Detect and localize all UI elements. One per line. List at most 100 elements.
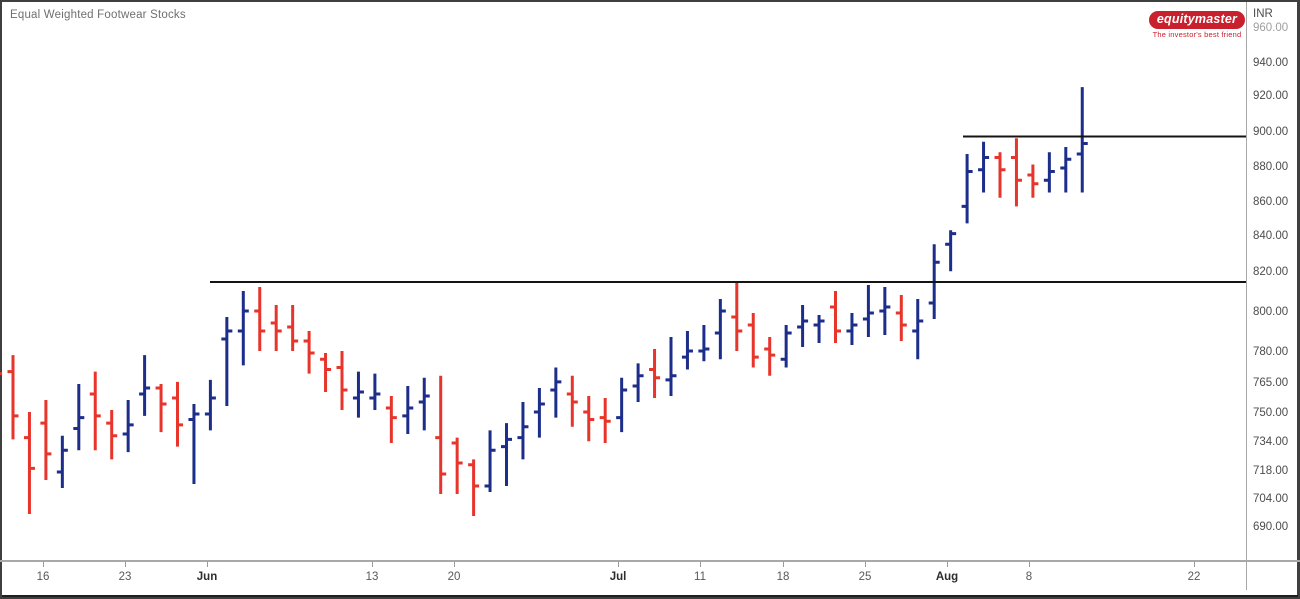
- ohlc-bar[interactable]: [731, 283, 743, 351]
- ohlc-bar[interactable]: [501, 423, 512, 486]
- ohlc-bar[interactable]: [616, 377, 628, 433]
- date-tick-label: 11: [694, 571, 706, 583]
- ohlc-bar[interactable]: [780, 325, 792, 368]
- price-tick-label: 734.00: [1253, 436, 1289, 448]
- ohlc-bar[interactable]: [254, 287, 266, 351]
- date-tick-mark: [43, 562, 44, 567]
- ohlc-bar[interactable]: [1027, 164, 1039, 198]
- date-tick-mark: [700, 562, 701, 567]
- ohlc-bar[interactable]: [418, 377, 430, 431]
- ohlc-bar[interactable]: [287, 305, 299, 351]
- date-tick-label: 16: [36, 571, 50, 583]
- ohlc-bar[interactable]: [155, 384, 167, 433]
- ohlc-bar[interactable]: [1010, 138, 1022, 207]
- ohlc-bar[interactable]: [7, 355, 19, 440]
- ohlc-bar[interactable]: [830, 291, 841, 343]
- ohlc-bar[interactable]: [56, 435, 68, 488]
- ohlc-bar[interactable]: [188, 404, 200, 484]
- ohlc-bar[interactable]: [797, 305, 809, 347]
- ohlc-bar[interactable]: [583, 396, 595, 442]
- ohlc-bar[interactable]: [649, 349, 661, 398]
- ohlc-bar[interactable]: [533, 388, 545, 438]
- ohlc-bar[interactable]: [1060, 147, 1072, 193]
- price-chart[interactable]: [0, 0, 1248, 562]
- ohlc-bar[interactable]: [698, 325, 710, 362]
- ohlc-bar[interactable]: [435, 375, 447, 494]
- price-tick-label: 704.00: [1253, 493, 1289, 505]
- ohlc-bar[interactable]: [40, 400, 52, 480]
- x-axis-line: [0, 560, 1300, 562]
- ohlc-bar[interactable]: [517, 402, 529, 460]
- ohlc-bar[interactable]: [139, 355, 151, 416]
- ohlc-bar[interactable]: [994, 152, 1006, 198]
- ohlc-bar[interactable]: [846, 313, 858, 345]
- price-tick-label: 920.00: [1253, 90, 1289, 102]
- ohlc-bar[interactable]: [303, 331, 315, 374]
- ohlc-bar[interactable]: [978, 141, 990, 193]
- ohlc-bar[interactable]: [665, 337, 677, 396]
- price-tick-label: 880.00: [1253, 161, 1289, 173]
- ohlc-bar[interactable]: [122, 400, 134, 453]
- date-tick-label: 25: [858, 571, 872, 583]
- price-tick-label: 940.00: [1253, 57, 1289, 69]
- date-tick-mark: [1029, 562, 1030, 567]
- ohlc-bar[interactable]: [23, 412, 35, 514]
- price-tick-label: 960.00: [1253, 22, 1289, 34]
- date-tick-label: Jun: [196, 571, 218, 583]
- ohlc-bar[interactable]: [895, 295, 907, 341]
- ohlc-bar[interactable]: [89, 371, 101, 451]
- date-tick-mark: [865, 562, 866, 567]
- ohlc-bar[interactable]: [961, 154, 973, 224]
- date-tick-mark: [1194, 562, 1195, 567]
- ohlc-bar[interactable]: [945, 230, 957, 272]
- ohlc-bar[interactable]: [369, 373, 381, 410]
- y-axis-line: [1246, 2, 1247, 590]
- equitymaster-logo-tagline: The investor's best friend: [1152, 30, 1242, 39]
- ohlc-bar[interactable]: [204, 379, 216, 431]
- price-tick-label: 840.00: [1253, 230, 1289, 242]
- ohlc-bar[interactable]: [879, 287, 891, 335]
- date-tick-label: 13: [365, 571, 379, 583]
- ohlc-bar[interactable]: [681, 331, 693, 370]
- ohlc-bar[interactable]: [221, 317, 233, 406]
- ohlc-bar[interactable]: [484, 430, 496, 492]
- ohlc-bar[interactable]: [714, 299, 726, 360]
- chart-title: Equal Weighted Footwear Stocks: [10, 9, 186, 21]
- date-tick-mark: [454, 562, 455, 567]
- ohlc-bar[interactable]: [352, 371, 364, 418]
- ohlc-bar[interactable]: [764, 337, 776, 376]
- equitymaster-logo-text: equitymaster: [1156, 12, 1238, 26]
- date-tick-label: 8: [1025, 571, 1033, 583]
- price-tick-label: 750.00: [1253, 407, 1289, 419]
- date-tick-label: Aug: [935, 571, 959, 583]
- ohlc-bar[interactable]: [566, 375, 578, 427]
- ohlc-bar[interactable]: [385, 396, 397, 443]
- date-tick-label: 23: [118, 571, 132, 583]
- ohlc-bar[interactable]: [320, 353, 332, 392]
- price-tick-label: 690.00: [1253, 521, 1289, 533]
- ohlc-bar[interactable]: [632, 363, 644, 402]
- ohlc-bar[interactable]: [451, 437, 463, 494]
- ohlc-bar[interactable]: [270, 305, 282, 351]
- price-tick-label: 765.00: [1253, 377, 1289, 389]
- ohlc-bar[interactable]: [0, 357, 3, 441]
- ohlc-bar[interactable]: [1043, 152, 1055, 193]
- ohlc-bar[interactable]: [550, 367, 562, 418]
- ohlc-bar[interactable]: [862, 285, 874, 337]
- ohlc-bar[interactable]: [106, 410, 118, 460]
- ohlc-bar[interactable]: [747, 313, 759, 368]
- ohlc-bar[interactable]: [336, 351, 348, 410]
- ohlc-bar[interactable]: [402, 386, 414, 434]
- ohlc-bar[interactable]: [73, 384, 85, 451]
- date-tick-mark: [207, 562, 208, 567]
- currency-label: INR: [1253, 8, 1273, 20]
- ohlc-bar[interactable]: [912, 299, 924, 360]
- ohlc-bar[interactable]: [1076, 87, 1088, 193]
- ohlc-bar[interactable]: [468, 459, 480, 516]
- price-tick-label: 718.00: [1253, 465, 1289, 477]
- ohlc-bar[interactable]: [599, 398, 611, 443]
- ohlc-bar[interactable]: [172, 381, 183, 447]
- date-tick-mark: [618, 562, 619, 567]
- ohlc-bar[interactable]: [237, 291, 249, 366]
- ohlc-bar[interactable]: [813, 315, 825, 343]
